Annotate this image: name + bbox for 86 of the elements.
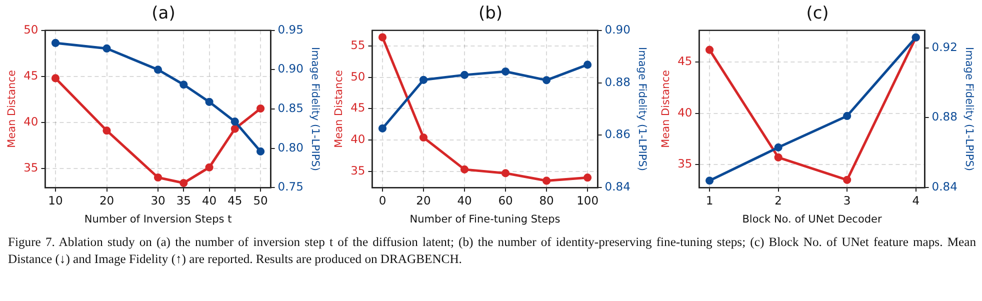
y2-tick-label: 0.90 [278, 62, 304, 76]
y-tick-label: 55 [350, 38, 366, 52]
y-tick-label: 35 [678, 156, 692, 171]
point [256, 104, 265, 113]
y2-axis-title: Image Fidelity (1-LPIPS) [962, 47, 975, 171]
x-tick-label: 40 [202, 193, 217, 208]
y-tick-label: 40 [678, 105, 692, 120]
point [460, 165, 469, 174]
y-tick-label: 50 [350, 69, 366, 84]
y-tick-label: 35 [350, 163, 366, 178]
chart-title: (a) [152, 4, 176, 24]
x-tick-label: 20 [416, 193, 431, 208]
x-tick-label: 2 [774, 193, 782, 208]
point [843, 112, 852, 120]
x-tick-label: 60 [498, 193, 513, 208]
point [583, 60, 592, 69]
point [419, 133, 428, 142]
point [501, 67, 510, 76]
y2-tick-label: 0.95 [278, 22, 304, 36]
y2-tick-label: 0.84 [604, 180, 630, 194]
x-tick-label: 1 [706, 193, 714, 208]
point [180, 178, 188, 188]
point [205, 163, 214, 172]
y2-tick-label: 0.90 [604, 22, 630, 36]
point [51, 74, 60, 82]
y-tick-label: 50 [24, 22, 38, 36]
caption: Figure 7. Ablation study on (a) the number of inversion step t of the diffusion latent; (b) the number of identity-preserving fine-tuning steps; (c) Block No. of UNet feature maps. Mean Distance (↓) and Image Fidelity (↑) are reported. Results are produced on DRAGBENCH. [8, 234, 976, 268]
point [774, 143, 782, 152]
point [51, 38, 60, 48]
y-tick-label: 45 [24, 68, 38, 82]
point [706, 176, 714, 185]
point [706, 46, 714, 54]
y-tick-label: 45 [678, 54, 692, 68]
point [154, 173, 162, 182]
point [154, 66, 162, 74]
y2-axis-title: Image Fidelity (1-LPIPS) [308, 47, 321, 171]
point [230, 118, 239, 126]
point [230, 124, 239, 133]
point [501, 169, 510, 178]
x-tick-label: 10 [48, 193, 63, 208]
y2-tick-label: 0.86 [604, 127, 630, 142]
point [843, 176, 852, 184]
chart-title: (c) [806, 4, 829, 24]
point [378, 124, 387, 132]
y2-axis-title: Image Fidelity (1-LPIPS) [636, 47, 648, 171]
x-tick-label: 80 [539, 193, 554, 208]
y-tick-label: 40 [24, 114, 38, 128]
point [256, 147, 265, 156]
point [542, 176, 551, 185]
y-axis-title: Mean Distance [660, 70, 672, 148]
y2-tick-label: 0.92 [932, 40, 958, 54]
y2-tick-label: 0.88 [932, 110, 958, 124]
y2-tick-label: 0.88 [604, 74, 630, 89]
point [542, 76, 551, 84]
x-axis-title: Number of Fine-tuning Steps [410, 213, 560, 226]
y-tick-label: 40 [350, 132, 366, 146]
x-tick-label: 100 [576, 193, 599, 208]
x-tick-label: 4 [912, 193, 920, 208]
x-tick-label: 0 [378, 193, 386, 208]
x-tick-label: 50 [253, 193, 268, 208]
y-axis-title: Mean Distance [6, 70, 18, 148]
x-tick-label: 40 [457, 193, 472, 208]
x-tick-label: 3 [843, 193, 851, 208]
point [205, 98, 214, 106]
point [460, 70, 469, 79]
y-tick-label: 35 [24, 160, 38, 174]
y2-tick-label: 0.84 [932, 180, 958, 194]
point [180, 80, 188, 89]
point [378, 33, 387, 42]
y2-tick-label: 0.85 [278, 100, 304, 115]
y-tick-label: 45 [350, 100, 366, 115]
x-tick-label: 20 [99, 193, 114, 208]
x-tick-label: 30 [150, 193, 166, 208]
point [102, 44, 111, 53]
x-tick-label: 35 [176, 193, 191, 208]
y2-tick-label: 0.80 [278, 140, 304, 154]
x-axis-title: Number of Inversion Steps t [84, 213, 232, 226]
y-axis-title: Mean Distance [333, 70, 346, 148]
point [419, 76, 428, 84]
point [583, 174, 592, 182]
x-tick-label: 45 [228, 193, 242, 208]
point [102, 126, 111, 135]
point [774, 153, 782, 162]
x-axis-title: Block No. of UNet Decoder [742, 213, 882, 226]
chart-title: (b) [478, 4, 503, 24]
y2-tick-label: 0.75 [278, 180, 304, 194]
